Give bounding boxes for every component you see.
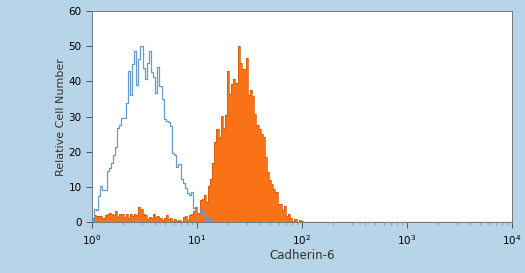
Y-axis label: Relative Cell Number: Relative Cell Number [56,58,66,176]
X-axis label: Cadherin-6: Cadherin-6 [269,250,334,262]
